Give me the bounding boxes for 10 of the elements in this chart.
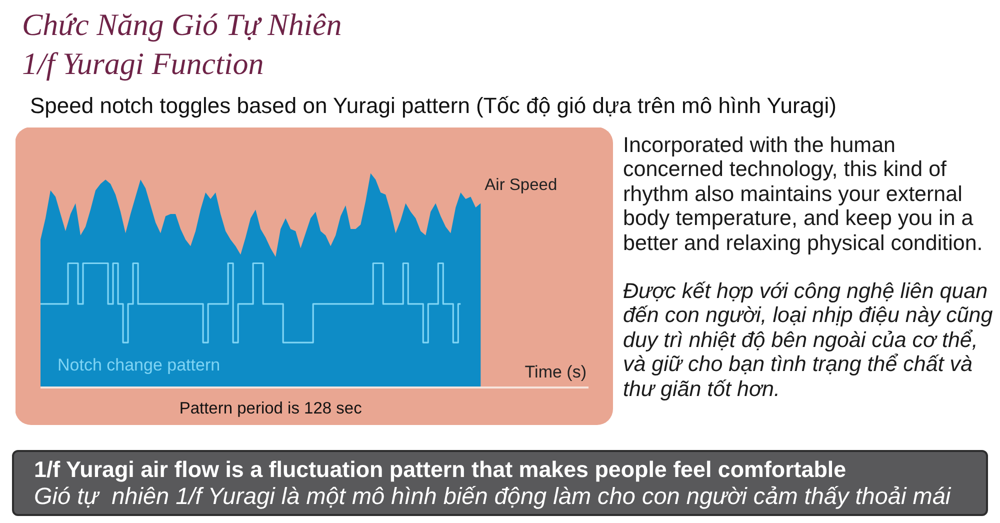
x-axis-title: Time (s) [524,362,587,382]
text: Được kết hợp với công nghệ liên quan đến con người, loại nhịp điệu này cũng duy trì nhiệt độ bên ngoài của cơ thể, và giữ cho bạn tình trạng thể chất và thư giãn tốt hơn. [623,279,993,402]
text: Pattern period is 128 sec [179,400,362,418]
text: 1/f Yuragi air flow is a fluctuation pattern that makes people feel comfortable [34,456,848,483]
series-label: Notch change pattern [58,356,220,375]
chart-title: Chức Năng Gió Tự Nhiên 1/f Yuragi Function [21,6,342,83]
text: Gió tự nhiên 1/f Yuragi là một mô hình biến động làm cho con người cảm thấy thoải mái [34,483,952,510]
series-label: Air Speed [484,176,558,194]
text: Incorporated with the human concerned technology, this kind of rhythm also maintains your external body temperature, and keep you in a better and relaxing physical condition. [623,132,984,256]
chart-subtitle: Speed notch toggles based on Yuragi pattern (Tốc độ gió dựa trên mô hình Yuragi) [29,92,836,119]
